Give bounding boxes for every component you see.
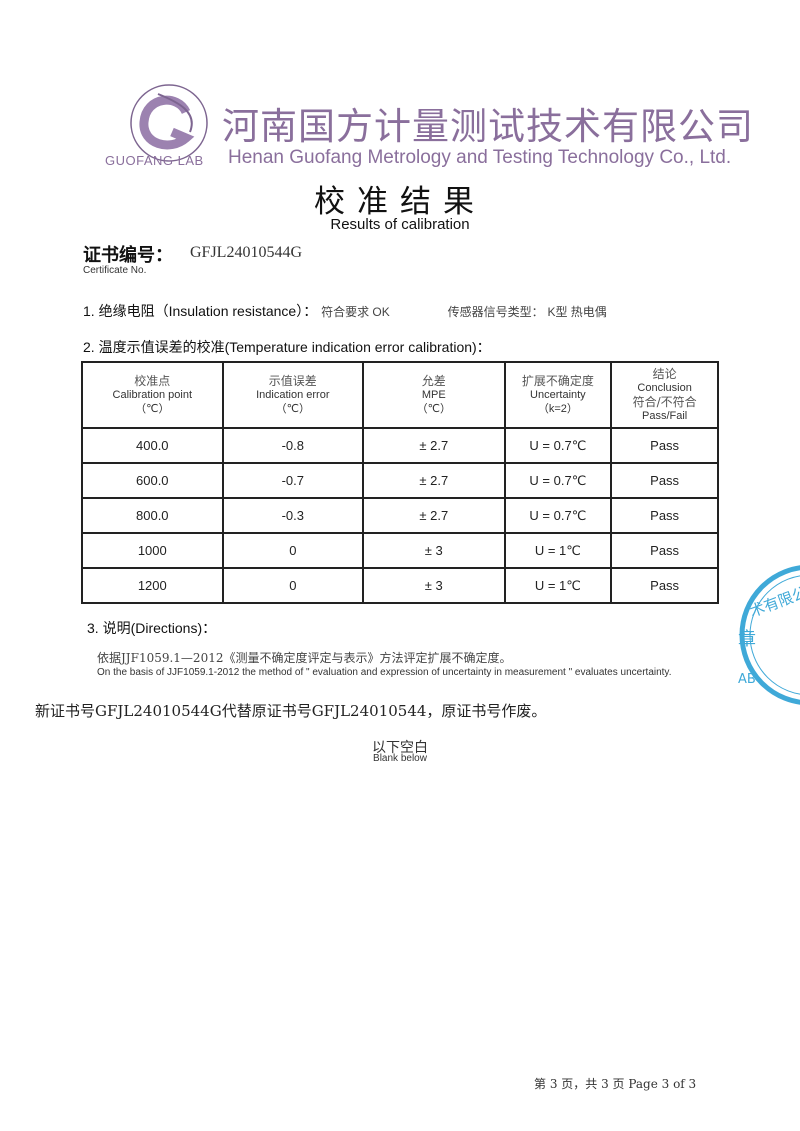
conclusion-cell: Pass [610, 427, 719, 464]
table-row: 600.0 -0.7 ± 2.7 U = 0.7℃ Pass [81, 462, 719, 499]
svg-text:术有限公司: 术有限公司 [747, 578, 800, 621]
section2-label: 2. 温度示值误差的校准(Temperature indication erro… [83, 339, 491, 355]
header-indication-error: 示值误差 Indication error （℃） [221, 361, 365, 429]
page-footer: 第 3 页，共 3 页 Page 3 of 3 [534, 1077, 697, 1091]
uncertainty-cell: U = 1℃ [503, 532, 613, 569]
table-row: 800.0 -0.3 ± 2.7 U = 0.7℃ Pass [81, 497, 719, 534]
section1-label: 1. 绝缘电阻（Insulation resistance）： [83, 303, 318, 319]
sensor-type-label: 传感器信号类型： [447, 305, 544, 319]
mpe-cell: ± 3 [362, 532, 506, 569]
official-seal-icon: 术有限公司 章 AB [738, 565, 800, 705]
indication-error-cell: 0 [221, 567, 365, 604]
blank-below-zh: 以下空白 [372, 740, 428, 756]
header-mpe: 允差 MPE （℃） [362, 361, 506, 429]
table-row: 400.0 -0.8 ± 2.7 U = 0.7℃ Pass [81, 427, 719, 464]
certificate-label-en: Certificate No. [83, 265, 147, 276]
calibration-point-cell: 1000 [81, 532, 224, 569]
header-calibration-point: 校准点 Calibration point （℃） [81, 361, 224, 429]
insulation-value: 符合要求 OK [321, 305, 390, 319]
header-uncertainty: 扩展不确定度 Uncertainty （k=2） [503, 361, 613, 429]
page-subtitle: Results of calibration [330, 216, 470, 233]
calibration-point-cell: 400.0 [81, 427, 224, 464]
indication-error-cell: -0.8 [221, 427, 365, 464]
certificate-number: GFJL24010544G [190, 244, 303, 261]
company-name-zh: 河南国方计量测试技术有限公司 [222, 105, 754, 148]
uncertainty-cell: U = 0.7℃ [503, 462, 613, 499]
calibration-point-cell: 600.0 [81, 462, 224, 499]
indication-error-cell: -0.3 [221, 497, 365, 534]
uncertainty-cell: U = 0.7℃ [503, 497, 613, 534]
insulation-resistance-line: 1. 绝缘电阻（Insulation resistance）： 符合要求 OK … [83, 301, 607, 321]
directions-zh: 依据JJF1059.1—2012《测量不确定度评定与表示》方法评定扩展不确定度。 [97, 651, 512, 665]
mpe-cell: ± 3 [362, 567, 506, 604]
mpe-cell: ± 2.7 [362, 427, 506, 464]
uncertainty-cell: U = 0.7℃ [503, 427, 613, 464]
conclusion-cell: Pass [610, 532, 719, 569]
replacement-note: 新证书号GFJL24010544G代替原证书号GFJL24010544，原证书号… [35, 702, 547, 720]
mpe-cell: ± 2.7 [362, 497, 506, 534]
directions-en: On the basis of JJF1059.1-2012 the metho… [97, 667, 672, 678]
uncertainty-cell: U = 1℃ [503, 567, 613, 604]
conclusion-cell: Pass [610, 462, 719, 499]
sensor-type-value: K型 热电偶 [547, 305, 607, 319]
svg-text:章: 章 [738, 629, 756, 650]
indication-error-cell: 0 [221, 532, 365, 569]
company-name-en: Henan Guofang Metrology and Testing Tech… [228, 147, 732, 168]
blank-below-en: Blank below [373, 753, 427, 764]
section3-label: 3. 说明(Directions)： [87, 620, 217, 636]
table-header-row: 校准点 Calibration point （℃） 示值误差 Indication e… [81, 361, 719, 429]
logo-text: GUOFANG LAB [105, 153, 204, 168]
calibration-point-cell: 1200 [81, 567, 224, 604]
conclusion-cell: Pass [610, 567, 719, 604]
header-conclusion: 结论 Conclusion 符合/不符合 Pass/Fail [610, 361, 719, 429]
guofang-logo-icon [130, 84, 208, 162]
conclusion-cell: Pass [610, 497, 719, 534]
page-title: 校准结果 [314, 184, 486, 220]
calibration-table: 校准点 Calibration point （℃） 示值误差 Indication e… [81, 361, 719, 604]
calibration-point-cell: 800.0 [81, 497, 224, 534]
certificate-label: 证书编号： [83, 245, 173, 266]
indication-error-cell: -0.7 [221, 462, 365, 499]
mpe-cell: ± 2.7 [362, 462, 506, 499]
svg-text:AB: AB [738, 672, 756, 687]
